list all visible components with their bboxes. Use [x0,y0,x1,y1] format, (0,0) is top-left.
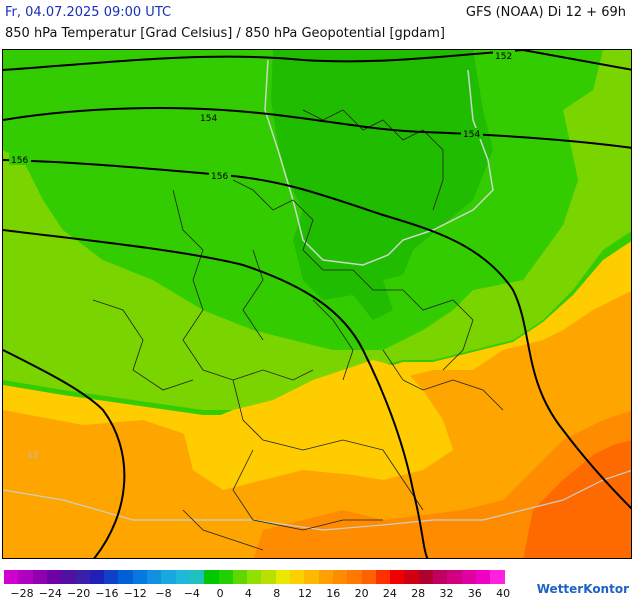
isohypse-152 [3,50,631,71]
isotherm-line-south [3,470,631,531]
legend-label: 20 [354,587,369,600]
legend-label: 36 [467,587,482,600]
temp-band-red-orange [523,440,631,558]
temp-band-dark-green-2 [271,50,493,320]
legend-label: 8 [273,587,281,600]
legend-swatch [290,570,305,584]
wetterkontor-logo: WetterKontor [536,582,629,596]
legend-swatch [490,570,505,584]
legend-label: −16 [95,587,119,600]
legend-label: 0 [216,587,224,600]
legend-label: 32 [439,587,454,600]
isohypses [3,50,631,558]
temp-band-yellow-green [3,50,631,558]
legend-swatch [390,570,405,584]
legend-label: 40 [496,587,511,600]
legend-swatch [232,570,248,584]
map-canvas: 152 154 154 156 156 12 [3,50,631,558]
isohypse-156 [3,159,631,510]
isohypse-label: 154 [200,114,217,124]
legend-swatch [361,570,377,584]
isohypse-156b [3,229,429,558]
map-subtitle: 850 hPa Temperatur [Grad Celsius] / 850 … [5,26,446,41]
legend-swatch [461,570,477,584]
isotherm-line [264,59,494,266]
legend-swatch [189,570,205,584]
legend-color-bar [4,570,505,584]
isohypse-158 [3,349,126,558]
legend-swatch [433,570,448,584]
legend-swatch [332,570,348,584]
legend-label: −24 [38,587,62,600]
legend-swatch [147,570,162,584]
legend-swatch [104,570,119,584]
legend-labels: −28 −24 −20 −16 −12 −8 −4 0 4 8 12 16 20 24 28 32 36 40 [4,587,524,601]
legend-label: −12 [123,587,147,600]
isohypse-label: 154 [463,130,480,140]
legend-label: −20 [66,587,91,600]
legend-swatch [218,570,234,584]
legend-swatch [318,570,334,584]
legend-label: −28 [10,587,34,600]
isohypse-label: 156 [11,156,28,166]
legend-swatch [418,570,434,584]
legend-swatch [404,570,420,584]
legend-swatch [447,570,463,584]
legend-swatch [204,570,219,584]
legend-swatch [89,570,105,584]
legend-swatch [375,570,391,584]
isohypse-label-group: 152 154 154 156 156 12 [9,50,515,461]
legend-swatch [304,570,320,584]
legend-label: −4 [183,587,200,600]
legend-swatch [475,570,491,584]
legend-label: 16 [326,587,341,600]
legend-swatch [4,570,19,584]
legend-label: −8 [155,587,172,600]
model-run: GFS (NOAA) Di 12 + 69h [465,5,626,20]
legend-swatch [132,570,148,584]
legend-swatch [161,570,177,584]
legend-swatch [46,570,62,584]
legend-swatch [32,570,48,584]
legend-swatch [347,570,362,584]
legend-swatch [175,570,191,584]
legend-label: 24 [382,587,397,600]
legend-swatch [18,570,34,584]
weather-map: 152 154 154 156 156 12 [2,49,632,559]
legend-swatch [118,570,134,584]
legend-label: 28 [411,587,426,600]
legend-swatch [61,570,76,584]
legend-swatch [261,570,277,584]
legend-label: 12 [298,587,312,600]
legend-label: 4 [244,587,252,600]
temp-band-yellow-2 [183,360,453,490]
temperature-label: 12 [27,451,38,461]
legend-swatch [247,570,262,584]
legend-swatch [275,570,291,584]
borders [92,109,504,551]
isohypse-label: 152 [495,52,512,62]
legend-swatch [75,570,91,584]
isohypse-154 [3,107,631,149]
valid-time: Fr, 04.07.2025 09:00 UTC [5,5,172,20]
isohypse-label: 156 [211,172,228,182]
